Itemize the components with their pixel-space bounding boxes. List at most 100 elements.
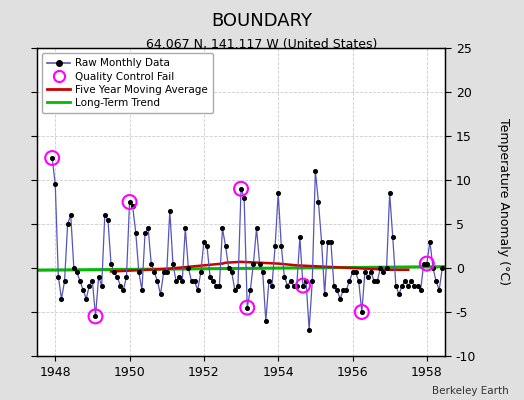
Point xyxy=(265,278,273,284)
Point xyxy=(283,282,292,289)
Point xyxy=(268,282,276,289)
Point xyxy=(110,269,118,276)
Point xyxy=(345,278,354,284)
Point xyxy=(429,265,437,271)
Point xyxy=(401,278,409,284)
Point xyxy=(237,186,245,192)
Point xyxy=(280,274,289,280)
Point xyxy=(311,168,320,174)
Point xyxy=(410,282,419,289)
Point xyxy=(299,282,307,289)
Point xyxy=(219,225,227,232)
Point xyxy=(261,318,270,324)
Point xyxy=(200,238,208,245)
Point xyxy=(253,225,261,232)
Point xyxy=(326,238,335,245)
Point xyxy=(318,238,326,245)
Point xyxy=(361,269,369,276)
Point xyxy=(196,269,205,276)
Point xyxy=(63,221,72,227)
Point xyxy=(342,287,351,293)
Point xyxy=(423,260,431,267)
Point xyxy=(234,282,242,289)
Point xyxy=(60,278,69,284)
Point xyxy=(212,282,221,289)
Point xyxy=(389,234,397,240)
Point xyxy=(237,186,245,192)
Point xyxy=(395,291,403,298)
Point xyxy=(181,225,190,232)
Text: 64.067 N, 141.117 W (United States): 64.067 N, 141.117 W (United States) xyxy=(146,38,378,51)
Point xyxy=(339,287,347,293)
Point xyxy=(302,278,310,284)
Point xyxy=(190,278,199,284)
Point xyxy=(159,269,168,276)
Point xyxy=(166,208,174,214)
Point xyxy=(209,278,217,284)
Point xyxy=(274,190,282,196)
Point xyxy=(125,199,134,205)
Point xyxy=(255,260,264,267)
Point xyxy=(82,296,91,302)
Point xyxy=(423,260,431,267)
Point xyxy=(376,265,385,271)
Point xyxy=(308,278,316,284)
Point xyxy=(135,269,143,276)
Point xyxy=(48,155,57,161)
Point xyxy=(383,265,391,271)
Point xyxy=(373,278,381,284)
Point xyxy=(144,225,152,232)
Point xyxy=(321,291,329,298)
Point xyxy=(271,243,279,249)
Point xyxy=(172,278,180,284)
Point xyxy=(206,274,214,280)
Point xyxy=(243,304,252,311)
Point xyxy=(425,238,434,245)
Point xyxy=(364,274,372,280)
Point xyxy=(169,260,177,267)
Point xyxy=(330,282,338,289)
Point xyxy=(57,296,66,302)
Point xyxy=(97,282,106,289)
Point xyxy=(367,269,375,276)
Point xyxy=(391,282,400,289)
Point xyxy=(150,269,159,276)
Point xyxy=(287,278,295,284)
Point xyxy=(153,278,161,284)
Point xyxy=(420,260,428,267)
Point xyxy=(162,269,171,276)
Point xyxy=(413,282,422,289)
Point xyxy=(122,274,130,280)
Point xyxy=(323,238,332,245)
Point xyxy=(438,265,446,271)
Point xyxy=(138,287,146,293)
Legend: Raw Monthly Data, Quality Control Fail, Five Year Moving Average, Long-Term Tren: Raw Monthly Data, Quality Control Fail, … xyxy=(42,53,213,113)
Point xyxy=(132,230,140,236)
Point xyxy=(221,243,230,249)
Point xyxy=(215,282,224,289)
Point xyxy=(128,203,137,210)
Point xyxy=(224,265,233,271)
Point xyxy=(113,274,122,280)
Point xyxy=(305,326,313,333)
Point xyxy=(91,313,100,320)
Point xyxy=(296,234,304,240)
Point xyxy=(370,278,378,284)
Point xyxy=(289,282,298,289)
Point xyxy=(101,212,109,218)
Point xyxy=(231,287,239,293)
Point xyxy=(48,155,57,161)
Point xyxy=(193,287,202,293)
Text: Berkeley Earth: Berkeley Earth xyxy=(432,386,508,396)
Point xyxy=(156,291,165,298)
Point xyxy=(79,287,88,293)
Point xyxy=(333,287,341,293)
Point xyxy=(299,282,307,289)
Point xyxy=(357,309,366,315)
Point xyxy=(243,304,252,311)
Point xyxy=(119,287,127,293)
Point xyxy=(379,269,388,276)
Point xyxy=(147,260,156,267)
Point xyxy=(292,282,301,289)
Point xyxy=(141,230,149,236)
